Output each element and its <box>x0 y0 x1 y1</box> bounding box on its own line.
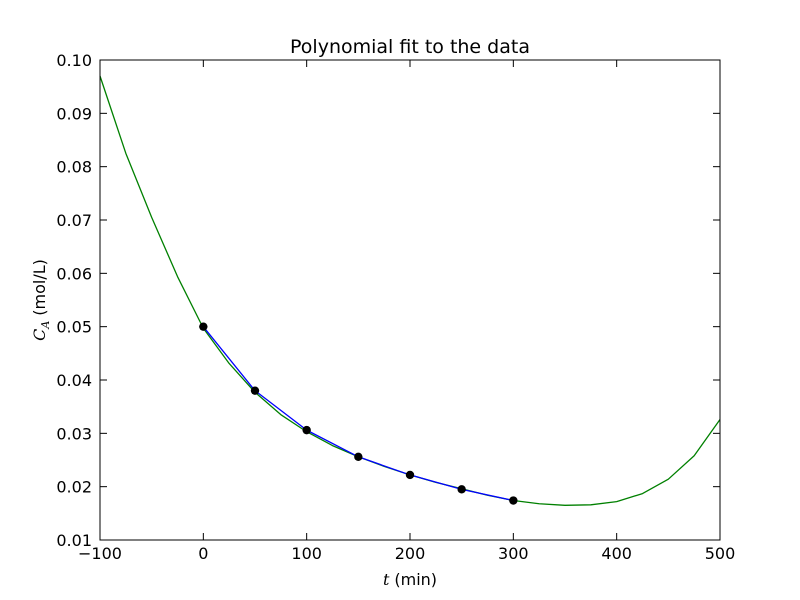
data-point-1 <box>250 386 260 395</box>
y-tick-label-8: 0.09 <box>56 104 92 123</box>
x-axis-unit: (min) <box>394 570 437 589</box>
y-axis-subscript: A <box>39 321 52 330</box>
y-tick-label-7: 0.08 <box>56 158 92 177</box>
chart-title: Polynomial fit to the data <box>290 36 530 58</box>
x-tick-label-5: 400 <box>601 544 632 563</box>
y-tick-label-6: 0.07 <box>56 211 92 230</box>
y-tick-label-4: 0.05 <box>56 318 92 337</box>
x-tick-label-6: 500 <box>705 544 736 563</box>
x-tick-label-1: 0 <box>198 544 208 563</box>
y-tick-label-9: 0.10 <box>56 51 92 70</box>
y-tick-label-2: 0.03 <box>56 424 92 443</box>
tick-labels-layer: −100 0 100 200 300 400 500 0.01 0.02 0.03 0.04 0.05… <box>56 51 735 563</box>
y-tick-label-1: 0.02 <box>56 478 92 497</box>
y-tick-label-3: 0.04 <box>56 371 92 390</box>
x-tick-label-3: 200 <box>395 544 426 563</box>
y-tick-label-5: 0.06 <box>56 264 92 283</box>
x-tick-label-0: −100 <box>78 544 122 563</box>
data-point-5 <box>457 485 466 494</box>
data-point-0 <box>199 322 208 331</box>
x-axis-label: t (min) <box>383 570 437 589</box>
plot-area <box>100 60 720 540</box>
data-point-3 <box>354 452 363 461</box>
x-tick-label-4: 300 <box>498 544 529 563</box>
data-point-6 <box>509 496 518 505</box>
data-point-2 <box>302 425 311 435</box>
series-layer <box>99 75 721 506</box>
y-tick-label-0: 0.01 <box>56 531 92 550</box>
plot-frame <box>99 59 721 541</box>
data-point-4 <box>405 470 415 480</box>
x-tick-label-2: 100 <box>291 544 322 563</box>
x-axis-variable: t <box>383 570 390 589</box>
y-axis-variable: C <box>30 329 49 341</box>
y-axis-unit: (mol/L) <box>30 259 49 316</box>
y-axis-label: CA (mol/L) <box>30 259 52 341</box>
